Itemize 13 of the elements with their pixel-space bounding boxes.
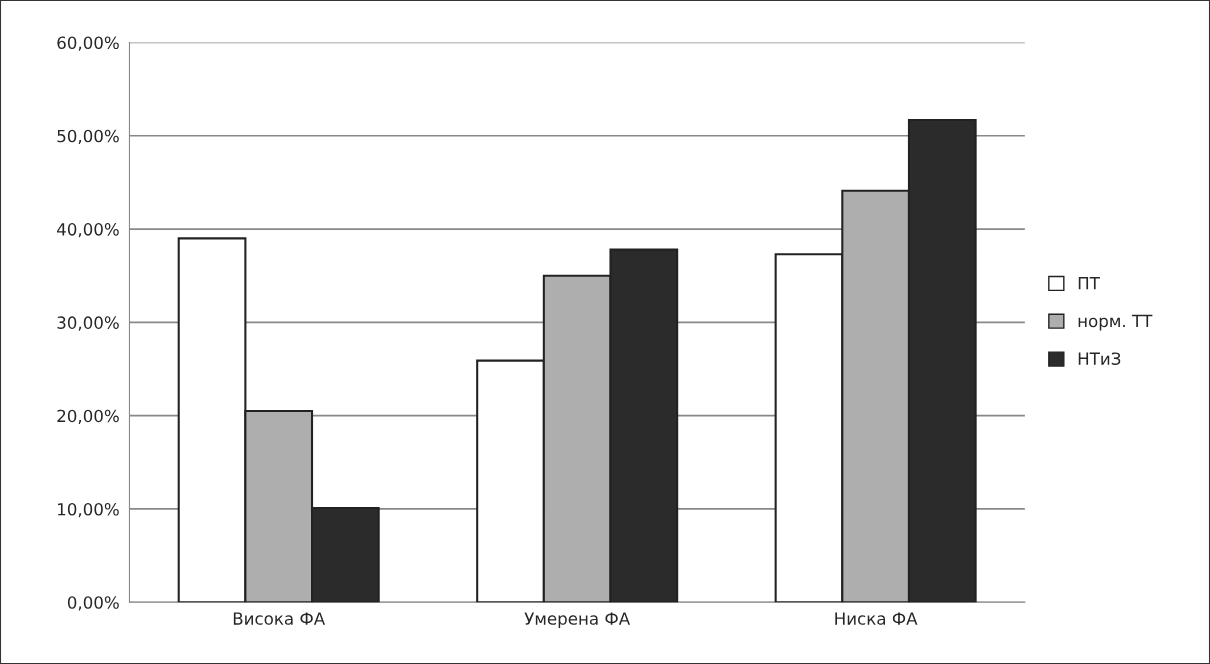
- legend-label: норм. ТТ: [1078, 314, 1153, 331]
- y-tick-label: 30,00%: [57, 316, 119, 331]
- y-tick-label: 20,00%: [57, 409, 119, 424]
- x-tick-label: Умерена ФА: [524, 612, 631, 629]
- y-tick-label: 10,00%: [58, 502, 119, 518]
- y-tick-label: 0,00%: [67, 596, 119, 611]
- legend-label: НТиЗ: [1078, 352, 1121, 366]
- x-tick-label: Ниска ФА: [835, 612, 918, 625]
- y-tick-label: 60,00%: [57, 36, 119, 51]
- y-tick-label: 50,00%: [57, 129, 119, 145]
- y-tick-label: 40,00%: [57, 223, 119, 238]
- legend-label: ПТ: [1078, 277, 1100, 290]
- x-tick-label: Висока ФА: [233, 612, 326, 625]
